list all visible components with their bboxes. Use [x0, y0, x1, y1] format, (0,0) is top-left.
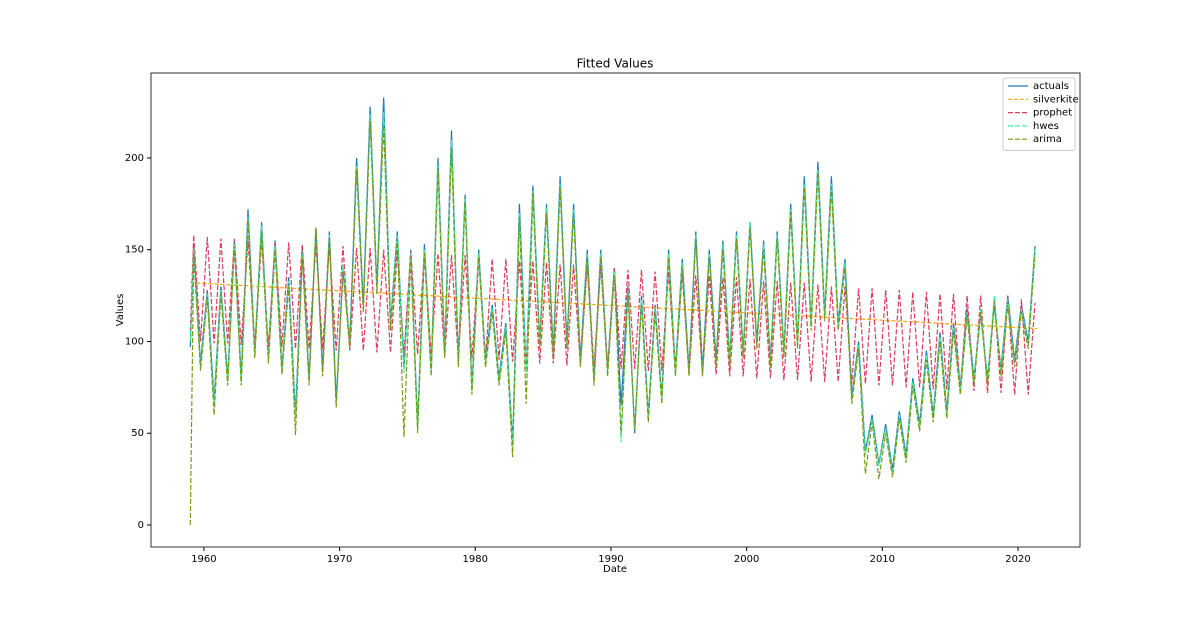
y-tick-label: 50 [131, 428, 144, 439]
x-axis-label: Date [603, 564, 627, 575]
x-tick-label: 2000 [734, 554, 759, 565]
x-tick-label: 1970 [327, 554, 352, 565]
x-tick-label: 2020 [1005, 554, 1030, 565]
legend-label: prophet [1033, 108, 1072, 119]
y-tick-label: 150 [125, 245, 144, 256]
y-tick-label: 100 [125, 336, 144, 347]
legend-box [1002, 77, 1076, 151]
y-tick-label: 0 [138, 520, 144, 531]
y-tick-label: 200 [125, 153, 144, 164]
series-line [189, 121, 1036, 526]
legend-label: actuals [1033, 81, 1069, 92]
x-tick-label: 1980 [463, 554, 488, 565]
legend-label: arima [1033, 134, 1062, 145]
legend-label: hwes [1033, 121, 1059, 132]
x-tick-label: 2010 [870, 554, 895, 565]
x-tick-label: 1960 [191, 554, 216, 565]
x-tick-label: 1990 [598, 554, 623, 565]
chart-title: Fitted Values [577, 57, 654, 71]
plot-frame [150, 72, 1081, 548]
legend-label: silverkite [1033, 94, 1079, 105]
y-axis-label: Values [115, 294, 126, 327]
